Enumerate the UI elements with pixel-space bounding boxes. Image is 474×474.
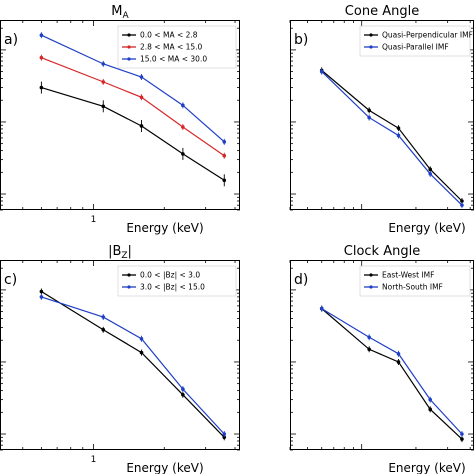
legend: 0.0 < |Bz| < 3.0 3.0 < |Bz| < 15.0	[117, 265, 237, 297]
panel-b: Cone Angle b) Energy (keV) Quasi-Perpendicu…	[289, 4, 474, 235]
series-line	[321, 308, 463, 440]
x-axis-label: Energy (keV)	[126, 221, 203, 235]
plot-frame	[0, 20, 240, 210]
legend-marker	[369, 45, 373, 49]
legend-marker	[127, 33, 131, 37]
series-line	[41, 57, 225, 157]
panel-title: Cone Angle	[345, 4, 419, 19]
x-tick-label: 1	[91, 455, 97, 465]
series-line	[321, 69, 463, 202]
legend-entry: Quasi-Parallel IMF	[382, 43, 449, 52]
title-suffix: |	[128, 244, 132, 259]
panel-label: b)	[294, 32, 308, 48]
legend-marker	[369, 273, 373, 277]
legend-marker	[369, 33, 373, 37]
x-axis-label: Energy (keV)	[388, 461, 465, 474]
legend-marker	[127, 57, 131, 61]
panel-label: d)	[294, 272, 308, 288]
legend-box	[117, 265, 237, 297]
series-line	[321, 71, 463, 206]
title-subscript: Z	[121, 251, 127, 261]
panel-title: |BZ|	[108, 244, 132, 261]
panel-c: 1 |BZ| c) Energy (keV) 0.0 < |Bz| < 3.0 3.0 <…	[0, 244, 240, 474]
panel-label: c)	[4, 272, 17, 288]
legend-box	[359, 265, 471, 297]
x-tick-label: 1	[91, 215, 97, 225]
panel-title: MA	[111, 4, 129, 21]
legend-entry: 0.0 < MA < 2.8	[140, 31, 198, 40]
plot-frame	[0, 260, 240, 450]
series-line	[41, 296, 225, 435]
legend-marker	[127, 273, 131, 277]
series-line	[41, 87, 225, 181]
panel-a: 1 MA a) Energy (keV) 0.0 < MA < 2.8 2.8 < MA …	[0, 4, 240, 235]
title-subscript: A	[123, 11, 130, 21]
legend-marker	[127, 45, 131, 49]
legend-marker	[127, 285, 131, 289]
panel-d: Clock Angle d) Energy (keV) East-West IMF No…	[289, 244, 474, 474]
legend: Quasi-Perpendicular IMF Quasi-Parallel IM…	[359, 25, 473, 57]
x-axis-label: Energy (keV)	[388, 221, 465, 235]
panel-label: a)	[4, 32, 18, 48]
x-axis-label: Energy (keV)	[126, 461, 203, 474]
legend-entry: Quasi-Perpendicular IMF	[382, 31, 473, 40]
legend-entry: 2.8 < MA < 15.0	[140, 43, 203, 52]
legend-box	[359, 25, 471, 57]
legend-entry: North-South IMF	[382, 283, 443, 292]
legend-entry: 3.0 < |Bz| < 15.0	[140, 283, 205, 292]
legend: 0.0 < MA < 2.8 2.8 < MA < 15.0 15.0 < MA <…	[117, 25, 237, 69]
legend: East-West IMF North-South IMF	[359, 265, 471, 297]
series-line	[41, 290, 225, 438]
panel-title: Clock Angle	[344, 244, 420, 259]
legend-entry: 0.0 < |Bz| < 3.0	[140, 271, 200, 280]
legend-box	[117, 25, 237, 69]
legend-entry: 15.0 < MA < 30.0	[140, 55, 207, 64]
legend-entry: East-West IMF	[382, 271, 434, 280]
legend-marker	[369, 285, 373, 289]
